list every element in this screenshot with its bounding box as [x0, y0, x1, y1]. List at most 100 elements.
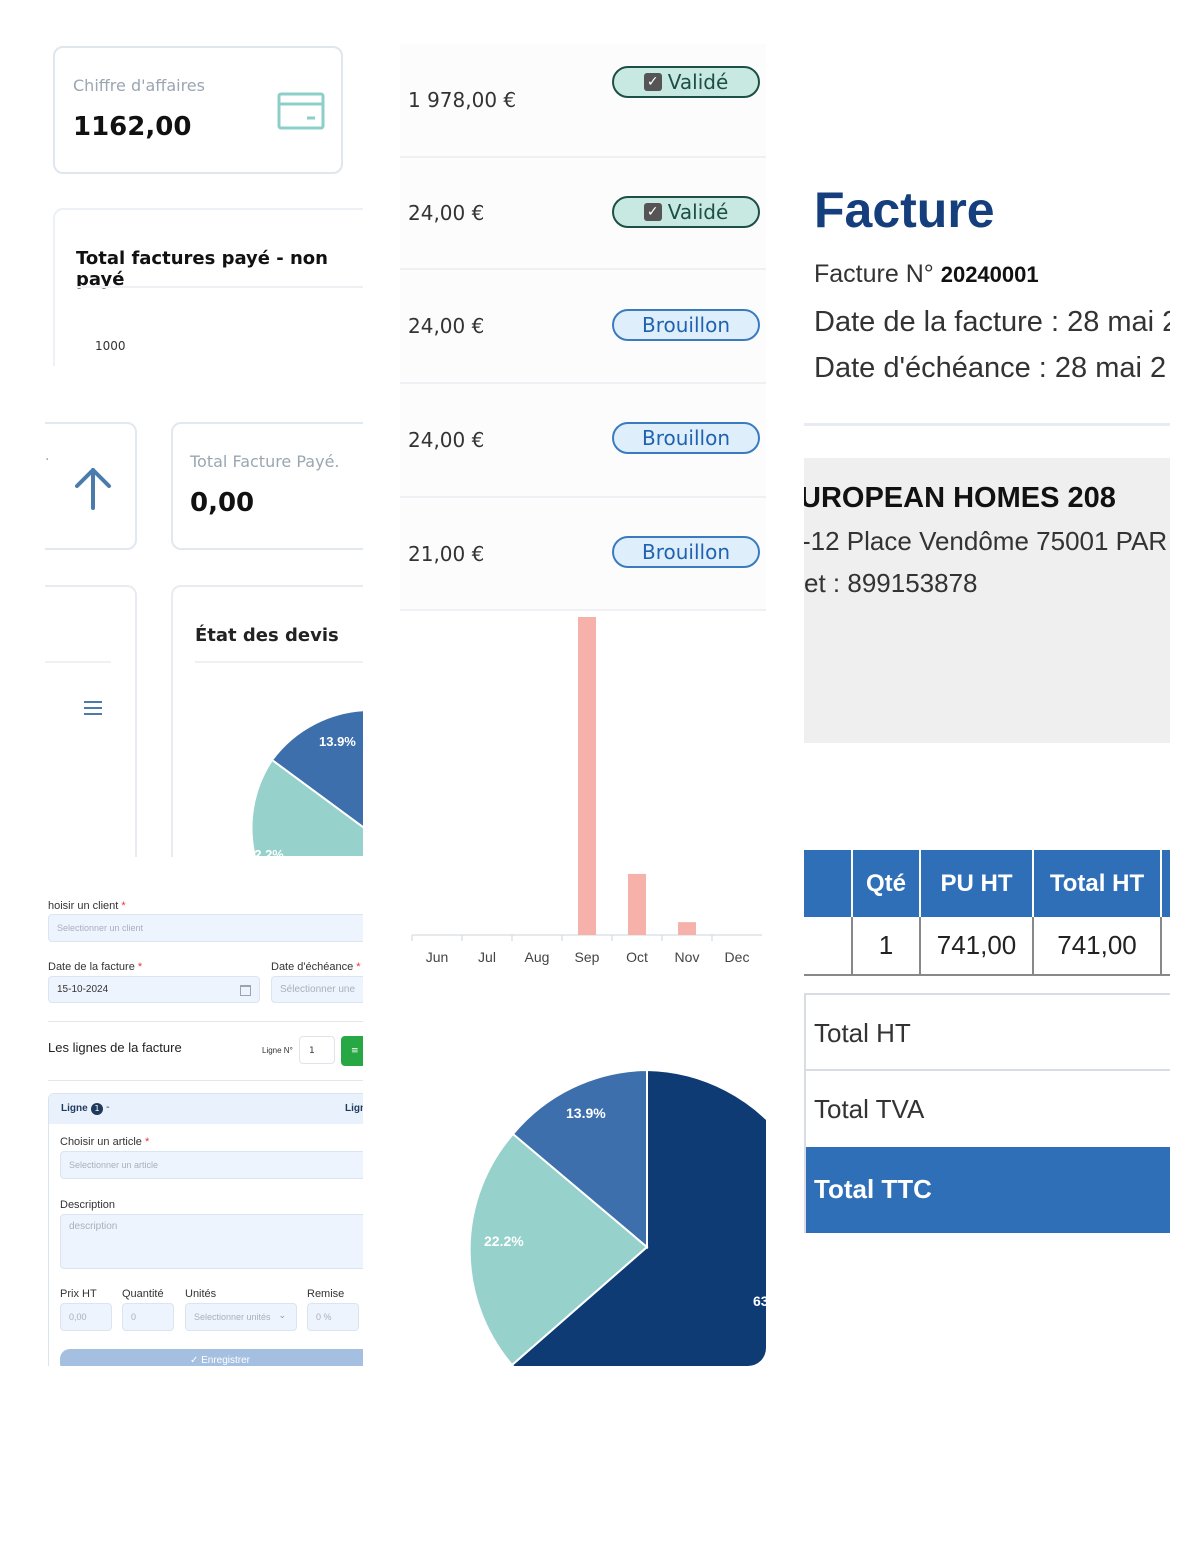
invoice-date-label: Date de la facture * — [48, 961, 143, 973]
title-divider — [76, 286, 363, 288]
table-header-empty — [804, 850, 851, 917]
x-tick-label: Oct — [626, 949, 648, 965]
quotes-divider — [195, 661, 363, 663]
quotes-pie-chart: 13.9% 22.2% 63 — [400, 1040, 766, 1366]
status-badge-validated[interactable]: ✓ Validé — [612, 196, 760, 228]
invoice-amount: 1 978,00 € — [408, 88, 517, 112]
discount-input[interactable]: 0 % — [307, 1303, 359, 1331]
line-panel: Ligne 1 - Lign Choisir un article * Sele… — [48, 1093, 363, 1366]
mini-pie-slice-blue — [270, 709, 363, 829]
client-label: hoisir un client * — [48, 900, 126, 912]
client-name: UROPEAN HOMES 208 — [804, 482, 1116, 514]
credit-card-icon — [277, 92, 325, 130]
monthly-bar-chart: Jun Jul Aug Sep Oct Nov Dec — [400, 611, 766, 993]
menu-divider — [45, 661, 111, 663]
discount-label: Remise — [307, 1288, 345, 1300]
calendar-icon[interactable] — [240, 985, 251, 996]
revenue-value: 1162,00 — [73, 112, 192, 142]
units-label: Unités — [185, 1288, 217, 1300]
items-table: Qté PU HT Total HT 1 741,00 741,00 — [804, 850, 1170, 978]
invoice-row[interactable]: 24,00 € Brouillon — [400, 270, 766, 384]
bar-oct[interactable] — [628, 873, 646, 935]
invoice-row[interactable]: 1 978,00 € ✓ Validé — [400, 44, 766, 158]
pie-label-blue: 13.9% — [566, 1105, 606, 1121]
client-select[interactable]: Selectionner un client — [48, 914, 363, 942]
paid-unpaid-card: Total factures payé - non payé 1000 — [53, 208, 363, 366]
line-header: Ligne 1 - Lign — [49, 1094, 363, 1124]
table-header-unit-price: PU HT — [921, 850, 1032, 917]
bar-chart-svg: Jun Jul Aug Sep Oct Nov Dec — [411, 617, 762, 965]
list-button[interactable]: ≡ — [341, 1036, 363, 1066]
mini-pie-label-teal: 22.2% — [247, 847, 284, 857]
status-badge-draft[interactable]: Brouillon — [612, 536, 760, 568]
total-ttc-row: Total TTC — [806, 1147, 1170, 1233]
header-divider — [804, 423, 1170, 426]
invoice-number-line: Facture N° 20240001 — [814, 260, 1039, 288]
status-badge-validated[interactable]: ✓ Validé — [612, 66, 760, 98]
checkbox-checked-icon: ✓ — [643, 203, 662, 221]
arrow-up-icon — [75, 468, 111, 510]
price-label: Prix HT — [60, 1288, 97, 1300]
list-icon: ≡ — [351, 1046, 359, 1056]
invoice-row[interactable]: 24,00 € ✓ Validé — [400, 158, 766, 270]
table-cell-qty: 1 — [853, 917, 919, 974]
invoice-document-header: Facture Facture N° 20240001 Date de la f… — [804, 154, 1170, 426]
client-siret: et : 899153878 — [804, 568, 978, 598]
line-number-input[interactable]: 1 — [299, 1036, 335, 1064]
chevron-down-icon: ⌄ — [278, 1310, 286, 1320]
table-cell-empty — [804, 917, 851, 974]
status-badge-draft[interactable]: Brouillon — [612, 422, 760, 454]
units-select[interactable]: Selectionner unités ⌄ — [185, 1303, 297, 1331]
invoice-amount: 24,00 € — [408, 428, 485, 452]
due-date-label: Date d'échéance * — [271, 961, 361, 973]
line-number-badge: 1 — [91, 1103, 103, 1115]
revenue-label: Chiffre d'affaires — [73, 76, 205, 95]
x-tick-label: Dec — [725, 949, 750, 965]
hamburger-menu-icon[interactable] — [83, 700, 103, 716]
quotes-title: État des devis — [195, 625, 339, 646]
arrow-card: . — [45, 422, 140, 552]
lines-title: Les lignes de la facture — [48, 1040, 182, 1055]
totals-divider — [806, 1069, 1170, 1071]
invoice-form: hoisir un client * Selectionner un clien… — [45, 890, 363, 1366]
price-input[interactable]: 0,00 — [60, 1303, 112, 1331]
bar-sep[interactable] — [578, 617, 596, 935]
status-badge-draft[interactable]: Brouillon — [612, 309, 760, 341]
invoice-date-input[interactable]: 15-10-2024 — [48, 976, 260, 1003]
pie-label-navy: 63 — [753, 1293, 766, 1309]
x-tick-label: Nov — [675, 949, 700, 965]
revenue-card: Chiffre d'affaires 1162,00 — [53, 46, 343, 174]
table-header-total: Total HT — [1034, 850, 1160, 917]
menu-card — [45, 585, 140, 857]
mini-pie-slice-teal — [250, 758, 363, 857]
description-textarea[interactable]: description — [60, 1214, 363, 1269]
bar-nov[interactable] — [678, 922, 696, 935]
line-header-dash: - — [106, 1102, 110, 1113]
invoice-row[interactable]: 24,00 € Brouillon — [400, 384, 766, 498]
article-select[interactable]: Selectionner un article — [60, 1151, 363, 1179]
table-header-qty: Qté — [853, 850, 919, 917]
article-label: Choisir un article * — [60, 1136, 150, 1148]
save-button[interactable]: ✓ Enregistrer — [60, 1349, 363, 1366]
mini-pie-chart: 13.9% 22.2% — [247, 709, 363, 857]
paid-total-card: Total Facture Payé. 0,00 — [171, 422, 363, 552]
status-label: Validé — [667, 70, 729, 94]
line-header-right: Lign — [345, 1103, 363, 1114]
pie-slice-blue — [511, 1068, 648, 1250]
invoice-due-line: Date d'échéance : 28 mai 2 — [814, 352, 1167, 384]
pie-svg: 13.9% 22.2% 63 — [468, 1068, 766, 1366]
paid-unpaid-title: Total factures payé - non payé — [76, 248, 328, 290]
invoice-amount: 24,00 € — [408, 201, 485, 225]
pie-label-teal: 22.2% — [484, 1233, 524, 1249]
line-number-label: Ligne N° — [262, 1046, 293, 1055]
table-cell-unit-price: 741,00 — [921, 917, 1032, 974]
due-date-input[interactable]: Sélectionner une — [271, 976, 363, 1003]
pie-slice-navy — [510, 1068, 766, 1366]
table-cell-edge — [1162, 917, 1170, 974]
mini-pie-label-blue: 13.9% — [319, 734, 356, 749]
quantity-input[interactable]: 0 — [122, 1303, 174, 1331]
invoice-row[interactable]: 21,00 € Brouillon — [400, 498, 766, 611]
total-ht-label: Total HT — [814, 1018, 911, 1048]
x-tick-label: Jun — [426, 949, 449, 965]
units-placeholder: Selectionner unités — [194, 1312, 271, 1322]
